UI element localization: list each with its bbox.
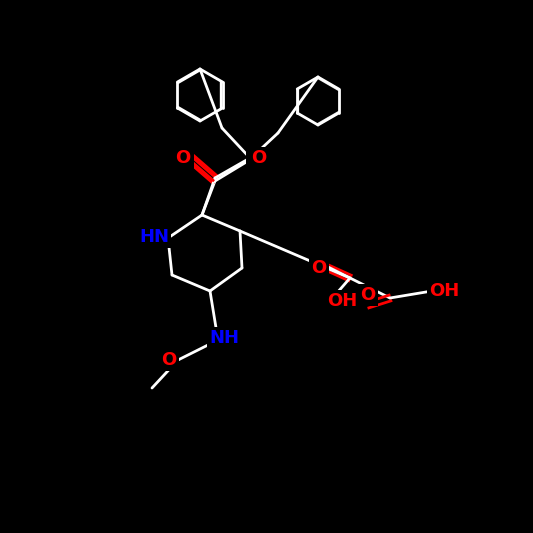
Text: OH: OH [429,282,459,300]
Text: O: O [311,259,327,277]
Text: O: O [175,149,191,167]
Text: O: O [161,351,176,369]
Text: HN: HN [139,228,169,246]
Text: OH: OH [327,292,357,310]
Text: O: O [252,149,266,167]
Text: NH: NH [209,329,239,347]
Text: O: O [248,152,264,170]
Text: O: O [360,286,376,304]
Text: O: O [176,152,192,170]
